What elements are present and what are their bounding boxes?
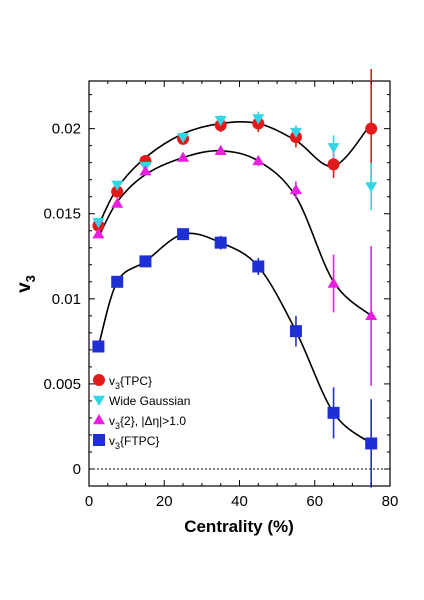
legend-label: v3{2}, |Δη|>1.0 [109, 414, 186, 431]
y-tick-label: 0 [73, 461, 81, 478]
y-axis-title: v3 [14, 275, 38, 293]
data-point-triangle-down [214, 115, 227, 127]
data-point-square [214, 236, 227, 249]
data-point-triangle-up [214, 144, 227, 155]
y-axis-title-main: v [14, 282, 35, 293]
y-axis-title-sub: 3 [23, 275, 38, 282]
data-point-triangle-down [252, 114, 265, 125]
y-tick-label: 0.02 [52, 121, 81, 138]
data-markers [92, 114, 378, 450]
y-tick-label: 0.01 [52, 291, 81, 308]
fit-curve [97, 121, 372, 227]
x-tick-label: 40 [231, 493, 248, 510]
legend-label: Wide Gaussian [109, 394, 190, 408]
fit-curve [97, 149, 372, 317]
x-tick-label: 60 [306, 493, 323, 510]
data-point-triangle-up [111, 197, 124, 208]
tick-labels: 0 20 40 60 80 0 0.005 0.01 0.015 0.02 [43, 121, 398, 510]
data-point-triangle-down [365, 182, 378, 193]
legend-marker-triangle-up [93, 414, 105, 425]
data-point-triangle-up [139, 165, 152, 176]
data-point-triangle-up [289, 183, 302, 195]
x-axis-title: Centrality (%) [184, 517, 294, 536]
data-point-triangle-up [252, 154, 265, 166]
data-point-triangle-down [177, 132, 190, 144]
legend-marker-square [93, 434, 105, 446]
data-point-circle [365, 122, 378, 135]
x-tick-label: 0 [85, 493, 93, 510]
data-point-circle [327, 158, 340, 171]
data-point-triangle-up [327, 277, 340, 288]
data-point-triangle-down [92, 218, 105, 229]
axis-ticks [88, 81, 391, 486]
x-tick-label: 80 [382, 493, 399, 510]
data-point-triangle-down [289, 127, 302, 139]
legend-label: v3{FTPC} [109, 434, 159, 451]
data-point-square [139, 255, 152, 268]
data-point-square [327, 406, 340, 419]
data-point-square [177, 228, 190, 241]
legend-label: v3{TPC} [109, 374, 152, 391]
data-point-triangle-up [365, 309, 378, 321]
data-point-triangle-down [111, 180, 124, 191]
data-point-square [365, 437, 378, 450]
data-point-triangle-down [327, 143, 340, 154]
x-tick-label: 20 [156, 493, 173, 510]
y-tick-label: 0.015 [43, 206, 81, 223]
data-point-square [252, 260, 265, 273]
legend-marker-triangle-down [93, 395, 105, 406]
data-point-square [289, 325, 302, 338]
data-point-circle [111, 185, 124, 198]
data-point-square [111, 275, 124, 288]
legend-marker-circle [93, 374, 105, 386]
y-tick-label: 0.005 [43, 376, 81, 393]
data-point-triangle-up [177, 151, 190, 162]
data-point-square [92, 340, 105, 353]
legend: v3{TPC} Wide Gaussian v3{2}, |Δη|>1.0 v3{FT… [93, 374, 190, 451]
data-point-triangle-up [92, 228, 105, 239]
